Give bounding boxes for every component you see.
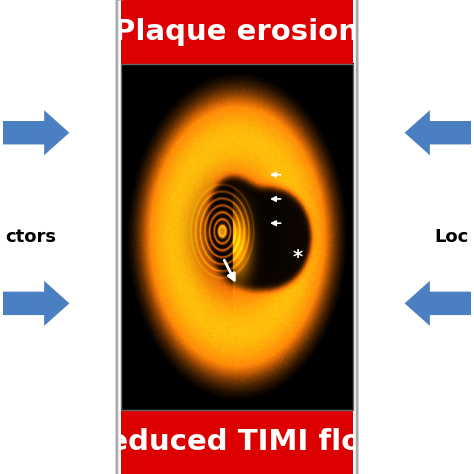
Bar xyxy=(121,410,353,474)
Text: Plaque erosion: Plaque erosion xyxy=(115,18,359,46)
Polygon shape xyxy=(3,110,69,155)
Text: Loc: Loc xyxy=(435,228,469,246)
Text: ctors: ctors xyxy=(5,228,56,246)
Text: *: * xyxy=(292,248,302,267)
Polygon shape xyxy=(3,281,69,326)
Polygon shape xyxy=(405,281,471,326)
Polygon shape xyxy=(405,110,471,155)
Bar xyxy=(121,64,353,410)
Bar xyxy=(121,0,353,64)
Text: Reduced TIMI flow: Reduced TIMI flow xyxy=(86,428,388,456)
